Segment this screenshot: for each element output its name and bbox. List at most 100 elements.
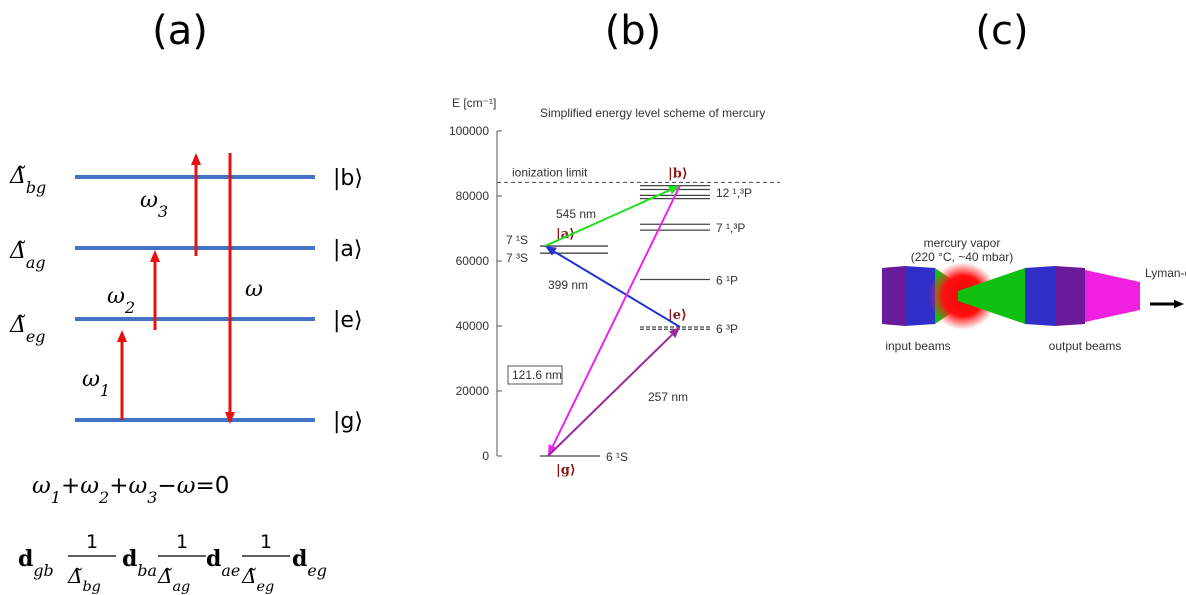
field-label: ω <box>245 277 263 302</box>
math-subscript: 1 <box>100 381 110 400</box>
transition-label: 121.6 nm <box>512 368 562 382</box>
math-subscript: eg <box>307 561 327 580</box>
math-symbol: Δ̃ <box>9 239 26 264</box>
math-symbol: d <box>18 546 33 572</box>
diagram-title: Simplified energy level scheme of mercur… <box>540 106 765 120</box>
math-symbol: ω <box>177 473 196 499</box>
arrow-head <box>117 330 127 342</box>
math-symbol: Δ̃ <box>9 164 26 189</box>
math-subscript: ag <box>172 579 190 595</box>
math-subscript: bg <box>82 579 100 595</box>
math-symbol: ω <box>128 473 147 499</box>
level-label: 6 ¹P <box>716 274 738 288</box>
operator: = <box>195 473 214 499</box>
y-tick-label: 0 <box>482 449 489 463</box>
level-label: 7 ¹,³P <box>716 221 745 235</box>
level-label: 7 ¹S <box>506 233 528 247</box>
dipole-element: dgb <box>18 546 54 580</box>
ket-label: |g⟩ <box>333 409 363 434</box>
math-subscript: eg <box>256 579 274 595</box>
dipole-element: dae <box>206 546 240 580</box>
arrow-head <box>545 246 557 256</box>
ket-label: |a⟩ <box>333 237 362 262</box>
dipole-element: deg <box>292 546 327 580</box>
field-arrow <box>191 153 201 256</box>
math-symbol: ω <box>82 367 100 392</box>
math-subscript: ae <box>221 561 240 580</box>
level-label: 6 ¹S <box>606 450 628 464</box>
math-subscript: 3 <box>158 202 168 221</box>
beam-segment <box>1085 270 1140 322</box>
ket-label: |b⟩ <box>333 166 363 191</box>
arrow-head <box>1174 300 1184 308</box>
level-label: 12 ¹,³P <box>716 186 752 200</box>
math-symbol: d <box>292 546 307 572</box>
detuning-label: Δ̃ag <box>9 239 45 272</box>
y-tick-label: 100000 <box>449 124 489 138</box>
output-label: Lyman-α <box>1145 266 1186 280</box>
fraction-numerator: 1 <box>176 531 188 553</box>
axis-label: E [cm⁻¹] <box>452 96 496 110</box>
math-subscript: ba <box>137 561 157 580</box>
vapor-label: mercury vapor <box>924 236 1001 250</box>
math-subscript: 2 <box>98 488 109 507</box>
beam-segment <box>1025 266 1055 326</box>
fraction-denominator: Δ̃ag <box>157 564 190 595</box>
y-tick-label: 40000 <box>456 319 490 333</box>
detuning-label: Δ̃eg <box>9 313 45 346</box>
beam-segment <box>882 266 905 326</box>
y-tick-label: 20000 <box>456 384 490 398</box>
field-label: ω2 <box>107 284 135 317</box>
level-label: 6 ³P <box>716 322 738 336</box>
arrow-head <box>191 153 201 165</box>
y-tick-label: 60000 <box>456 254 490 268</box>
y-tick-label: 80000 <box>456 189 490 203</box>
panel-label: (b) <box>605 8 662 54</box>
panel-label: (a) <box>152 8 208 54</box>
state-label: |g⟩ <box>556 463 576 478</box>
math-symbol: ω <box>245 277 263 302</box>
math-subscript: eg <box>26 327 46 346</box>
output-beams-label: output beams <box>1049 339 1122 353</box>
operator: − <box>157 473 176 499</box>
math-subscript: ag <box>26 253 46 272</box>
arrow-head <box>150 250 160 262</box>
level-label: 7 ³S <box>506 251 528 265</box>
transition-label: 545 nm <box>556 207 596 221</box>
figure: (a)|b⟩Δ̃bg|a⟩Δ̃ag|e⟩Δ̃eg|g⟩ω1ω2ω3ωω1+ω2+… <box>0 0 1186 595</box>
resonance-condition: ω1+ω2+ω3−ω=0 <box>32 473 229 507</box>
operator: 0 <box>215 473 230 499</box>
fraction-numerator: 1 <box>86 531 98 553</box>
state-label: |b⟩ <box>668 167 688 182</box>
detuning-label: Δ̃bg <box>9 164 46 197</box>
math-symbol: Δ̃ <box>67 564 82 588</box>
fraction-denominator: Δ̃eg <box>241 564 274 595</box>
math-symbol: ω <box>140 188 158 213</box>
math-subscript: bg <box>26 178 46 197</box>
math-symbol: ω <box>80 473 99 499</box>
math-symbol: ω <box>32 473 51 499</box>
field-label: ω3 <box>140 188 168 221</box>
input-beams-label: input beams <box>885 339 950 353</box>
math-subscript: 3 <box>147 488 157 507</box>
operator: + <box>61 473 80 499</box>
field-arrow <box>225 153 235 424</box>
math-symbol: Δ̃ <box>157 564 172 588</box>
math-symbol: ω <box>107 284 125 309</box>
panel-label: (c) <box>975 8 1028 54</box>
vapor-conditions: (220 °C, ~40 mbar) <box>911 250 1014 264</box>
field-label: ω1 <box>82 367 110 400</box>
dipole-element: dba <box>122 546 157 580</box>
output-arrow <box>1150 300 1184 308</box>
operator: + <box>109 473 128 499</box>
fraction-numerator: 1 <box>260 531 272 553</box>
math-subscript: 2 <box>124 298 135 317</box>
transition-label: 399 nm <box>548 278 588 292</box>
math-subscript: gb <box>33 561 53 580</box>
beam-segment <box>1055 266 1085 326</box>
ket-label: |e⟩ <box>333 308 363 333</box>
math-symbol: d <box>122 546 137 572</box>
transition-label: 257 nm <box>648 390 688 404</box>
math-symbol: d <box>206 546 221 572</box>
math-symbol: Δ̃ <box>241 564 256 588</box>
